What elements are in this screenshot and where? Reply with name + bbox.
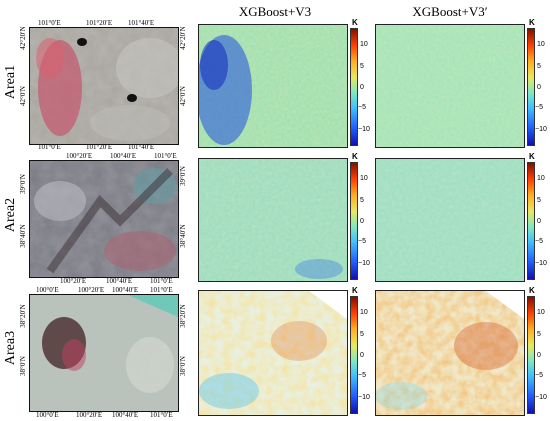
colorbar (350, 162, 358, 280)
top-tick-label: 100°40′E (110, 152, 137, 160)
colorbar-tick: 0 (537, 84, 541, 91)
lst-map-xgboost-v3-area3 (198, 290, 348, 416)
top-tick-label: 100°40′E (112, 286, 139, 294)
bottom-tick-label: 101°0′E (150, 277, 173, 285)
lst-map-xgboost-v3-area1-graphic (199, 25, 347, 147)
colorbar-tick: −5 (358, 104, 366, 111)
left-tick-label: 42°0′N (19, 86, 27, 106)
lst-map-xgboost-v3-area3-graphic (199, 291, 347, 415)
top-tick-label: 101°0′E (154, 152, 177, 160)
bottom-tick-label: 101°0′E (38, 143, 61, 151)
colorbar-tick: 5 (360, 63, 364, 70)
row-label-area1: Area1 (3, 64, 18, 100)
top-tick-label: 101°40′E (128, 19, 155, 27)
lst-map-xgboost-v3-area1 (198, 24, 348, 148)
colorbar-unit: K (352, 152, 358, 161)
satellite-image-area3 (29, 294, 179, 412)
lst-map-xgboost-v3-prime-area1-graphic (376, 25, 524, 147)
right-tick-label: 42°20′N (179, 26, 187, 50)
bottom-tick-label: 100°40′E (112, 411, 139, 419)
bottom-tick-label: 101°0′E (150, 411, 173, 419)
colorbar-tick: −10 (535, 394, 547, 401)
lst-map-xgboost-v3-prime-area2-graphic (376, 159, 524, 281)
satellite-image-area1 (29, 27, 179, 145)
satellite-image-area1-graphic (30, 28, 178, 144)
right-tick-label: 38°0′N (179, 356, 187, 376)
colorbar (527, 28, 535, 146)
colorbar-tick: 10 (537, 175, 545, 182)
satellite-image-area3-graphic (30, 295, 178, 411)
colorbar-tick: 0 (360, 218, 364, 225)
colorbar-tick: 0 (537, 352, 541, 359)
colorbar-tick: 5 (537, 197, 541, 204)
colorbar-tick: 10 (360, 41, 368, 48)
bottom-tick-label: 101°20′E (86, 143, 113, 151)
top-tick-label: 100°20′E (78, 286, 105, 294)
colorbar-tick: −10 (535, 260, 547, 267)
satellite-image-area2 (29, 160, 179, 278)
column-title-xgboost-v3: XGBoost+V3 (238, 4, 312, 19)
colorbar-tick: −5 (535, 104, 543, 111)
colorbar (527, 162, 535, 280)
colorbar-tick: 5 (360, 197, 364, 204)
colorbar-tick: −5 (535, 238, 543, 245)
colorbar-tick: 5 (537, 63, 541, 70)
left-tick-label: 42°20′N (19, 26, 27, 50)
bottom-tick-label: 101°40′E (128, 143, 155, 151)
colorbar-tick: 10 (537, 309, 545, 316)
bottom-tick-label: 100°20′E (60, 277, 87, 285)
left-tick-label: 38°0′N (19, 356, 27, 376)
lst-map-xgboost-v3-prime-area3 (375, 290, 525, 416)
left-tick-label: 38°40′N (19, 224, 27, 248)
colorbar-tick: −10 (358, 126, 370, 133)
left-tick-label: 39°0′N (19, 174, 27, 194)
bottom-tick-label: 100°40′E (106, 277, 133, 285)
lst-map-xgboost-v3-prime-area3-graphic (376, 291, 524, 415)
right-tick-label: 38°40′N (179, 224, 187, 248)
bottom-tick-label: 100°0′E (36, 411, 59, 419)
colorbar (350, 296, 358, 414)
colorbar-unit: K (529, 18, 535, 27)
lst-map-xgboost-v3-area2-graphic (199, 159, 347, 281)
colorbar-tick: −10 (358, 394, 370, 401)
colorbar-tick: 0 (360, 352, 364, 359)
left-tick-label: 38°20′N (19, 304, 27, 328)
lst-map-xgboost-v3-area2 (198, 158, 348, 282)
colorbar-tick: −10 (535, 126, 547, 133)
top-tick-label: 100°0′E (36, 286, 59, 294)
colorbar-tick: 0 (537, 218, 541, 225)
colorbar (350, 28, 358, 146)
colorbar-tick: 10 (360, 309, 368, 316)
colorbar-unit: K (352, 18, 358, 27)
colorbar (527, 296, 535, 414)
colorbar-tick: 10 (537, 41, 545, 48)
right-tick-label: 39°0′N (179, 166, 187, 186)
colorbar-tick: −5 (358, 238, 366, 245)
top-tick-label: 100°20′E (66, 152, 93, 160)
satellite-image-area2-graphic (30, 161, 178, 277)
top-tick-label: 101°0′E (38, 19, 61, 27)
row-label-area2: Area2 (3, 197, 18, 233)
bottom-tick-label: 100°20′E (76, 411, 103, 419)
colorbar-tick: 0 (360, 84, 364, 91)
colorbar-unit: K (529, 286, 535, 295)
colorbar-tick: −10 (358, 260, 370, 267)
top-tick-label: 101°0′E (150, 286, 173, 294)
colorbar-unit: K (352, 286, 358, 295)
colorbar-tick: 10 (360, 175, 368, 182)
colorbar-tick: 5 (537, 331, 541, 338)
lst-map-xgboost-v3-prime-area1 (375, 24, 525, 148)
column-title-xgboost-v3-prime: XGBoost+V3′ (412, 4, 488, 19)
colorbar-tick: −5 (535, 372, 543, 379)
top-tick-label: 101°20′E (86, 19, 113, 27)
colorbar-tick: 5 (360, 331, 364, 338)
right-tick-label: 42°0′N (179, 86, 187, 106)
right-tick-label: 38°20′N (179, 304, 187, 328)
colorbar-unit: K (529, 152, 535, 161)
row-label-area3: Area3 (3, 330, 18, 366)
colorbar-tick: −5 (358, 372, 366, 379)
lst-map-xgboost-v3-prime-area2 (375, 158, 525, 282)
